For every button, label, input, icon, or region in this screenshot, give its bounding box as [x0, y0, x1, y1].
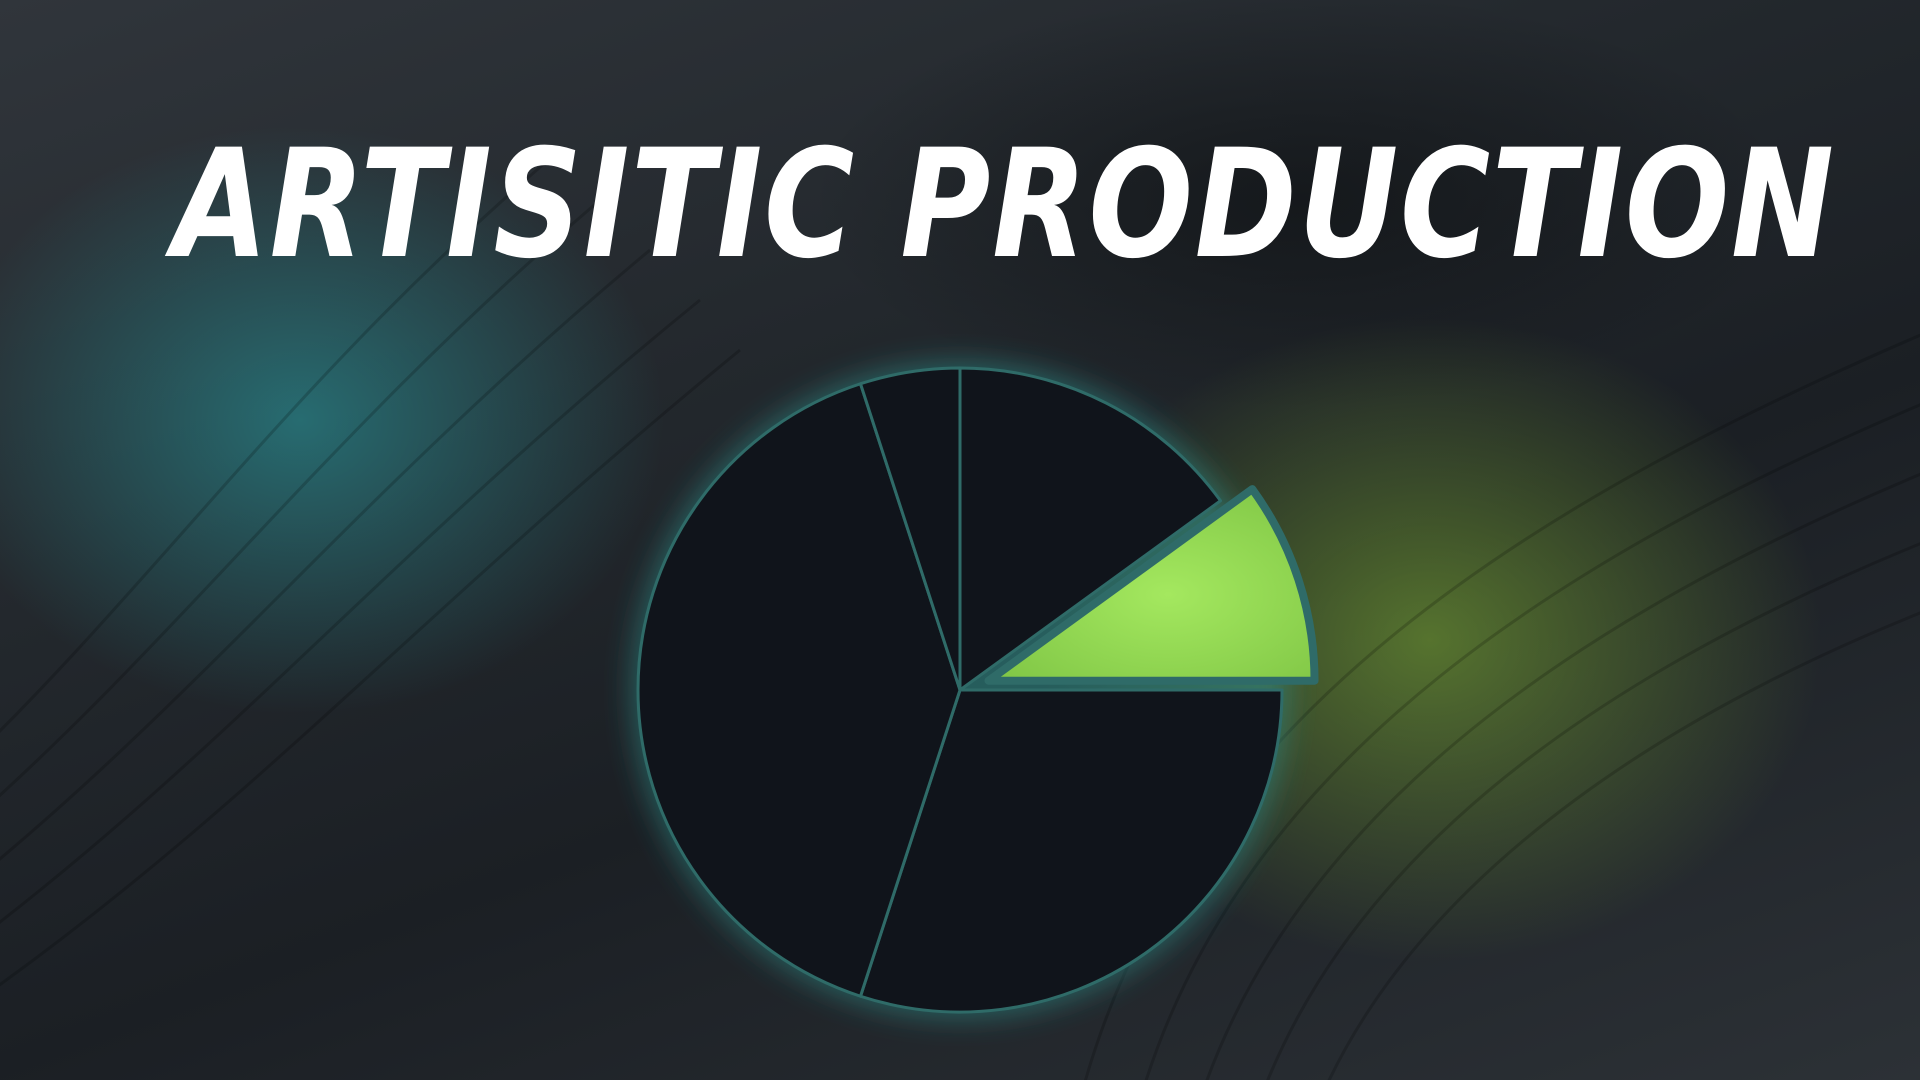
pie-slice — [858, 366, 962, 692]
page-title: ARTISITIC PRODUCTION — [172, 118, 1836, 292]
pie-slice-highlight — [984, 485, 1319, 685]
pie-slice — [636, 382, 962, 998]
pie-slice — [858, 688, 1284, 1014]
pie-slice — [958, 366, 1222, 692]
